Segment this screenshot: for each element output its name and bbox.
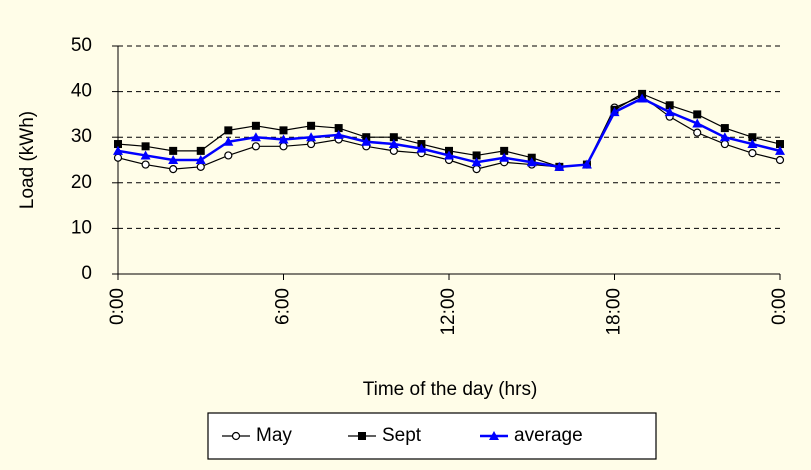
legend-box — [207, 412, 657, 460]
marker — [637, 93, 648, 103]
marker — [719, 132, 730, 142]
legend-label: May — [256, 425, 292, 446]
marker — [693, 110, 702, 119]
marker — [692, 118, 703, 128]
marker — [114, 140, 122, 149]
marker — [472, 165, 481, 174]
marker — [693, 128, 702, 137]
marker — [472, 151, 481, 160]
marker — [776, 140, 784, 149]
marker — [333, 129, 344, 139]
marker — [720, 139, 729, 149]
x-tick-label: 0:00 — [107, 288, 128, 325]
marker — [747, 139, 758, 149]
marker — [141, 142, 150, 151]
marker — [196, 162, 205, 171]
marker — [306, 132, 317, 142]
y-axis-title: Load (kWh) — [17, 111, 38, 209]
marker — [775, 155, 785, 165]
marker — [224, 126, 233, 135]
marker — [334, 124, 343, 133]
marker — [748, 133, 757, 142]
marker — [224, 151, 233, 160]
marker — [500, 146, 509, 155]
marker — [140, 150, 151, 160]
legend-marker — [231, 431, 241, 441]
marker — [307, 121, 316, 130]
y-tick-label: 10 — [71, 217, 92, 238]
marker — [361, 136, 372, 146]
marker — [775, 145, 785, 155]
marker — [388, 139, 399, 149]
marker — [141, 160, 150, 169]
y-tick-label: 50 — [71, 35, 92, 56]
x-tick-label: 0:00 — [769, 288, 790, 325]
marker — [444, 150, 454, 160]
marker — [250, 132, 261, 142]
legend-label: average — [514, 425, 583, 446]
y-tick-label: 20 — [71, 172, 92, 193]
marker — [499, 152, 510, 162]
x-axis-title: Time of the day (hrs) — [363, 379, 538, 400]
legend-marker — [489, 431, 499, 440]
marker — [471, 157, 482, 167]
marker — [581, 159, 592, 169]
y-tick-label: 0 — [81, 263, 92, 284]
y-tick-label: 30 — [71, 126, 92, 147]
x-tick-label: 18:00 — [604, 288, 625, 336]
marker — [169, 146, 178, 155]
marker — [169, 165, 178, 174]
marker — [665, 101, 674, 110]
marker — [389, 146, 398, 155]
marker — [279, 142, 288, 151]
y-tick-label: 40 — [71, 81, 92, 102]
marker — [113, 145, 123, 155]
marker — [389, 133, 398, 142]
marker — [748, 149, 757, 158]
marker — [609, 107, 620, 117]
marker — [251, 121, 260, 130]
marker — [195, 155, 206, 164]
marker — [416, 143, 427, 153]
marker — [526, 157, 537, 167]
legend-label: Sept — [382, 425, 422, 446]
marker — [278, 134, 289, 144]
marker — [279, 126, 288, 135]
marker — [720, 124, 729, 133]
legend-marker — [358, 432, 366, 440]
marker — [113, 153, 123, 162]
marker — [251, 142, 261, 151]
marker — [306, 139, 316, 149]
x-tick-label: 12:00 — [438, 288, 459, 336]
marker — [196, 146, 205, 155]
marker — [168, 155, 179, 164]
marker — [223, 136, 234, 146]
marker — [554, 161, 565, 171]
marker — [664, 107, 675, 117]
x-tick-label: 6:00 — [273, 288, 294, 325]
